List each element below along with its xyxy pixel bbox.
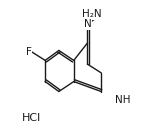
Text: H₂N: H₂N: [82, 9, 101, 19]
Text: HCl: HCl: [22, 113, 41, 123]
Text: F: F: [26, 47, 31, 57]
Text: NH: NH: [115, 95, 130, 105]
Text: N: N: [84, 19, 91, 29]
